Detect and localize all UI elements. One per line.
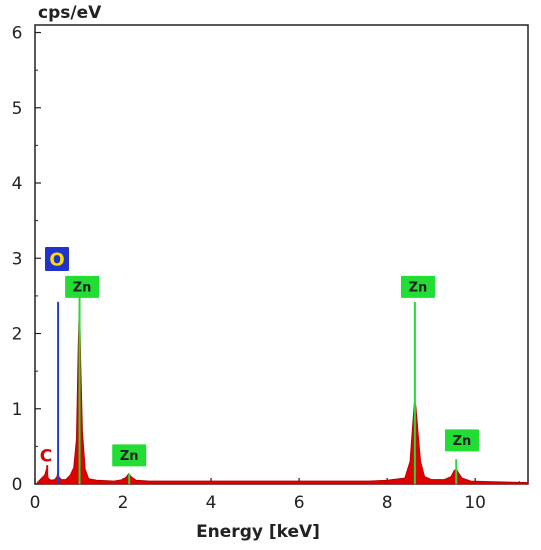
y-tick-label: 2 [12, 325, 23, 345]
element-label-o: O [49, 249, 64, 270]
element-label-zn: Zn [453, 434, 472, 449]
x-tick-label: 0 [30, 493, 41, 513]
x-tick-label: 8 [382, 493, 393, 513]
y-tick-label: 4 [12, 174, 23, 194]
element-label-zn: Zn [73, 281, 92, 296]
plot-area: 0 1 2 3 4 5 6 0 2 4 6 8 10 C O Zn Zn Zn Zn [12, 24, 529, 513]
x-tick-label: 6 [294, 493, 305, 513]
element-label-zn-box [400, 275, 435, 298]
element-label-o-box [45, 247, 70, 272]
y-tick-label: 5 [12, 99, 23, 119]
x-tick-label: 10 [464, 493, 486, 513]
x-tick-label: 2 [118, 493, 129, 513]
element-label-c: C [40, 446, 52, 466]
plot-frame [34, 24, 529, 485]
x-axis-label: Energy [keV] [196, 522, 320, 542]
element-label-zn: Zn [409, 281, 428, 296]
y-axis-label: cps/eV [38, 3, 102, 23]
element-label-zn: Zn [120, 449, 139, 464]
spectrum-area [36, 295, 529, 485]
element-label-zn-box [444, 429, 479, 452]
element-label-zn-box [112, 444, 147, 467]
element-label-zn-box [65, 275, 100, 298]
y-tick-label: 0 [12, 475, 23, 495]
x-tick-label: 4 [206, 493, 217, 513]
y-tick-label: 3 [12, 249, 23, 269]
y-tick-label: 6 [12, 24, 23, 44]
y-tick-label: 1 [12, 400, 23, 420]
